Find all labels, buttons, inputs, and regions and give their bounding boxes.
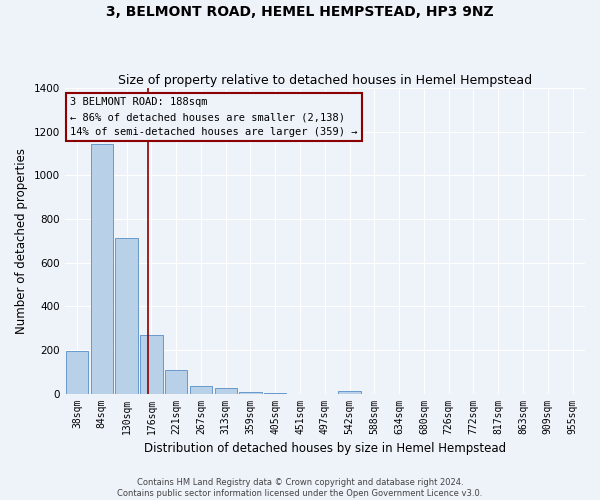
Text: 3, BELMONT ROAD, HEMEL HEMPSTEAD, HP3 9NZ: 3, BELMONT ROAD, HEMEL HEMPSTEAD, HP3 9N… bbox=[106, 5, 494, 19]
Y-axis label: Number of detached properties: Number of detached properties bbox=[15, 148, 28, 334]
Bar bbox=[239, 392, 262, 394]
Bar bbox=[264, 393, 286, 394]
Title: Size of property relative to detached houses in Hemel Hempstead: Size of property relative to detached ho… bbox=[118, 74, 532, 87]
Bar bbox=[140, 334, 163, 394]
Bar bbox=[91, 144, 113, 394]
Bar bbox=[115, 238, 138, 394]
Bar bbox=[66, 352, 88, 394]
Bar bbox=[215, 388, 237, 394]
Bar bbox=[165, 370, 187, 394]
Text: 3 BELMONT ROAD: 188sqm
← 86% of detached houses are smaller (2,138)
14% of semi-: 3 BELMONT ROAD: 188sqm ← 86% of detached… bbox=[70, 98, 358, 137]
X-axis label: Distribution of detached houses by size in Hemel Hempstead: Distribution of detached houses by size … bbox=[144, 442, 506, 455]
Bar bbox=[190, 386, 212, 394]
Bar bbox=[338, 390, 361, 394]
Text: Contains HM Land Registry data © Crown copyright and database right 2024.
Contai: Contains HM Land Registry data © Crown c… bbox=[118, 478, 482, 498]
